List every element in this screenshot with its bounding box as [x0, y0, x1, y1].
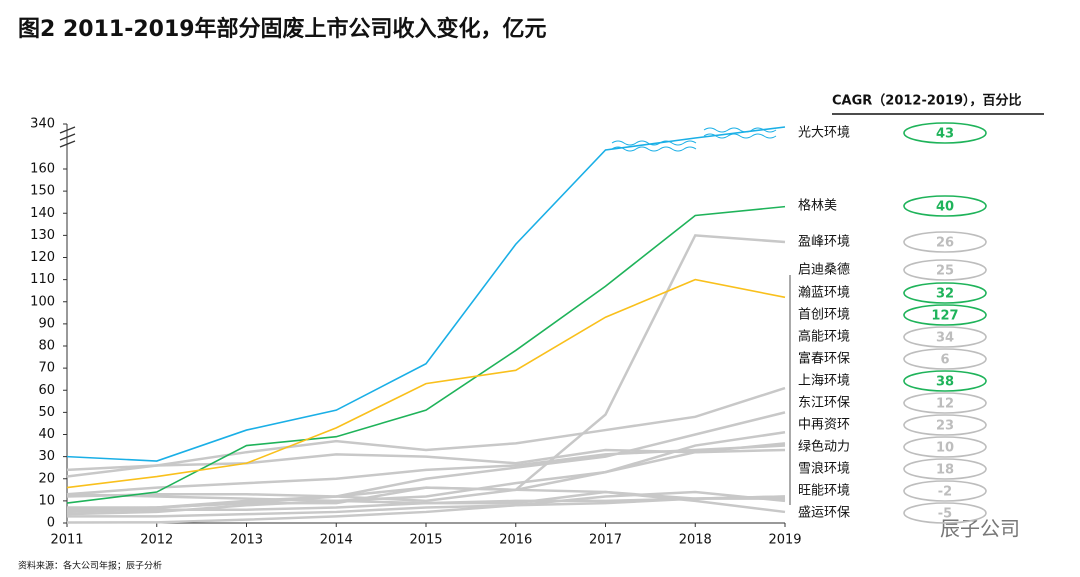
cagr-header: CAGR（2012-2019），百分比	[832, 93, 1022, 109]
series-line	[66, 205, 786, 504]
series-line	[66, 490, 785, 505]
cagr-value: 10	[936, 441, 954, 456]
cagr-oval	[903, 282, 987, 304]
cagr-value: -5	[938, 507, 952, 522]
legend-label: 光大环境	[798, 126, 850, 141]
y-tick-label: 10	[38, 493, 55, 508]
x-tick-label: 2018	[679, 533, 712, 548]
x-tick-label: 2016	[499, 533, 532, 548]
cagr-oval	[903, 458, 987, 480]
series-line	[66, 386, 786, 478]
y-tick-label: 50	[38, 405, 55, 420]
y-tick-label: 60	[38, 383, 55, 398]
y-tick-label: 150	[30, 184, 55, 199]
cagr-value: 32	[936, 287, 954, 302]
cagr-oval	[903, 326, 987, 348]
cagr-oval	[903, 414, 987, 436]
x-tick-label: 2015	[409, 533, 442, 548]
y-tick-label: 130	[30, 228, 55, 243]
legend-label: 首创环境	[798, 308, 850, 323]
cagr-oval	[903, 195, 987, 217]
legend-label: 绿色动力	[798, 439, 850, 455]
series-line	[66, 126, 786, 462]
y-tick-label: 140	[30, 206, 55, 221]
y-tick-label: 120	[30, 250, 55, 265]
legend-label: 雪浪环境	[798, 462, 850, 477]
cagr-oval	[903, 122, 987, 144]
cagr-value: 40	[936, 200, 954, 215]
cagr-oval	[903, 304, 987, 326]
y-tick-label: 70	[38, 361, 55, 376]
cagr-oval	[903, 231, 987, 253]
x-tick-label: 2017	[589, 533, 622, 548]
legend-label: 富春环保	[798, 351, 850, 367]
y-tick-label: 20	[38, 471, 55, 486]
source: 资料来源：各大公司年报；辰子分析	[18, 560, 162, 572]
cagr-value: 18	[936, 463, 954, 478]
cagr-value: 43	[936, 127, 954, 142]
cagr-value: 34	[936, 331, 954, 346]
legend-label: 旺能环境	[798, 484, 850, 499]
x-tick-label: 2019	[768, 533, 801, 548]
series-line	[66, 444, 786, 496]
cagr-value: -2	[938, 485, 952, 500]
y-tick-label: 340	[30, 117, 55, 132]
legend-label: 盛运环保	[798, 506, 850, 521]
x-tick-label: 2011	[50, 533, 83, 548]
series-line	[66, 486, 786, 514]
legend-label: 瀚蓝环境	[798, 286, 850, 301]
legend-label: 启迪桑德	[798, 263, 850, 278]
legend-label: 上海环境	[798, 374, 850, 389]
legend-label: 高能环境	[798, 329, 850, 345]
series-line	[67, 495, 786, 518]
y-tick-label: 160	[30, 162, 55, 177]
cagr-value: 26	[936, 236, 954, 251]
cagr-oval	[903, 348, 987, 370]
y-tick-label: 0	[47, 516, 55, 531]
cagr-oval	[903, 436, 987, 458]
legend-label: 中再资环	[798, 418, 850, 433]
series-line	[66, 234, 786, 503]
cagr-value: 38	[936, 375, 954, 390]
y-tick-label: 80	[38, 339, 55, 354]
series-line	[66, 278, 786, 489]
chart-title: 图2 2011-2019年部分固废上市公司收入变化，亿元	[18, 16, 547, 42]
cagr-value: 25	[936, 264, 954, 279]
cagr-oval	[903, 259, 987, 281]
y-tick-label: 100	[30, 294, 55, 309]
cagr-value: 127	[931, 309, 958, 324]
y-tick-label: 30	[38, 449, 55, 464]
cagr-value: 23	[936, 419, 954, 434]
cagr-oval	[903, 370, 987, 392]
legend-label: 格林美	[798, 198, 837, 214]
cagr-value: 6	[940, 353, 949, 368]
cagr-value: 12	[936, 397, 954, 412]
y-tick-label: 90	[38, 316, 55, 331]
series-line	[66, 490, 786, 524]
cagr-oval	[903, 480, 987, 502]
x-tick-label: 2014	[320, 533, 353, 548]
watermark: 辰子公司	[940, 517, 1020, 541]
legend-label: 东江环保	[798, 396, 850, 411]
y-tick-label: 110	[30, 272, 55, 287]
x-tick-label: 2013	[230, 533, 263, 548]
cagr-oval	[903, 392, 987, 414]
y-tick-label: 40	[38, 427, 55, 442]
legend-label: 盈峰环境	[798, 235, 850, 250]
cagr-oval	[903, 502, 987, 524]
axis-break	[59, 126, 76, 148]
x-tick-label: 2012	[140, 533, 173, 548]
